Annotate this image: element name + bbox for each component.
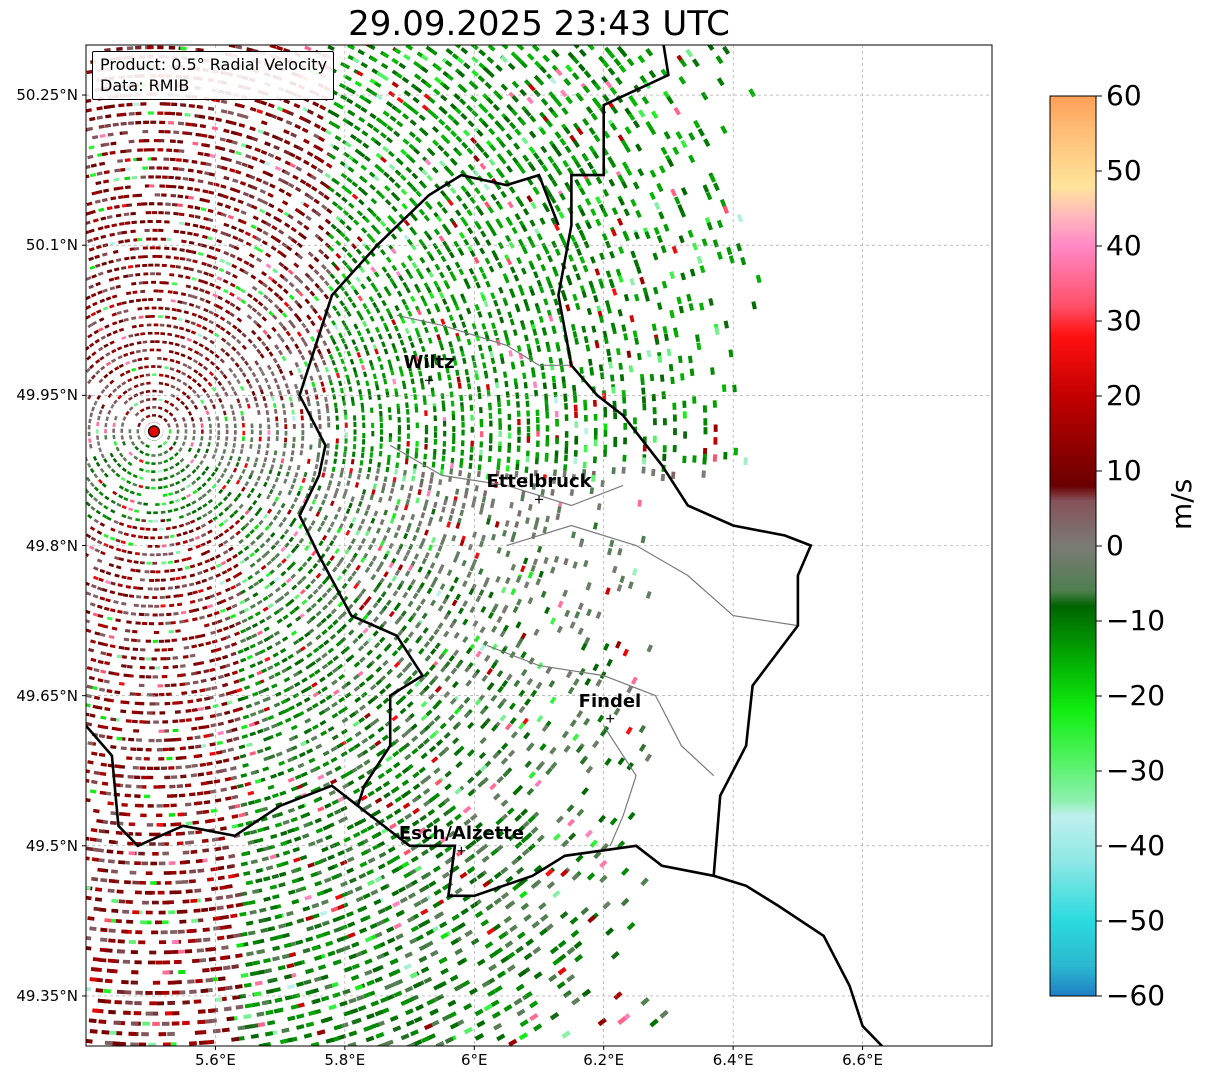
country-borders [86,45,883,1046]
lat-tick-label: 49.95°N [16,386,78,405]
city-label: Wiltz [403,352,455,374]
border-lux-germany [557,45,883,1046]
canton-boundary [486,645,715,777]
city-label: Findel [578,690,642,712]
canton-boundary [396,314,572,366]
lat-tick-label: 49.65°N [16,686,78,705]
colorbar-tick-label: −40 [1106,829,1166,862]
data-source-label: Data: RMIB [100,76,190,95]
colorbar-tick-label: 0 [1106,529,1124,562]
lon-tick-label: 6.2°E [583,1051,625,1069]
lon-tick-label: 5.8°E [324,1051,366,1069]
city-marker [457,846,466,855]
lat-tick-label: 50.25°N [16,86,78,105]
colorbar-tick-label: −20 [1106,679,1166,712]
city-marker [535,495,543,504]
map-title: 29.09.2025 23:43 UTC [348,4,730,44]
canton-boundary [506,524,798,627]
map-markers [144,376,615,855]
product-info-box: Product: 0.5° Radial Velocity Data: RMIB [92,51,335,100]
axis-ticks [82,94,864,1050]
lat-tick-label: 50.1°N [25,236,78,255]
colorbar-tick-label: −50 [1106,904,1166,937]
colorbar-tick-label: −10 [1106,604,1166,637]
lat-tick-label: 49.35°N [16,986,78,1005]
city-label: Esch/Alzette [398,822,525,844]
canton-boundary [389,444,624,507]
lon-tick-label: 6.6°E [842,1051,883,1069]
colorbar-tick-label: 40 [1106,229,1142,262]
city-marker [424,376,433,385]
radar-site-marker [147,425,161,438]
lat-tick-label: 49.5°N [25,836,78,855]
radar-velocity-field [86,45,762,1046]
canton-boundary [603,725,637,847]
lon-tick-label: 6.4°E [712,1051,754,1069]
colorbar [1049,95,1097,997]
colorbar-ticks [1096,95,1102,997]
colorbar-tick-label: 10 [1106,454,1142,487]
border-lux-west [298,173,714,898]
colorbar-tick-label: 20 [1106,379,1142,412]
city-marker [606,714,615,723]
product-label: Product: 0.5° Radial Velocity [100,55,328,74]
colorbar-tick-label: 60 [1106,79,1142,112]
colorbar-tick-label: 50 [1106,154,1142,187]
lon-tick-label: 6°E [461,1051,488,1069]
lon-tick-label: 5.6°E [195,1051,236,1069]
colorbar-tick-label: −60 [1106,979,1166,1012]
colorbar-tick-label: −30 [1106,754,1166,787]
map-gridlines [86,45,992,1046]
colorbar-tick-label: 30 [1106,304,1142,337]
border-belgium-france [86,724,359,848]
city-label: Ettelbruck [486,471,592,493]
lat-tick-label: 49.8°N [25,536,78,555]
colorbar-unit-label: m/s [1165,478,1198,530]
